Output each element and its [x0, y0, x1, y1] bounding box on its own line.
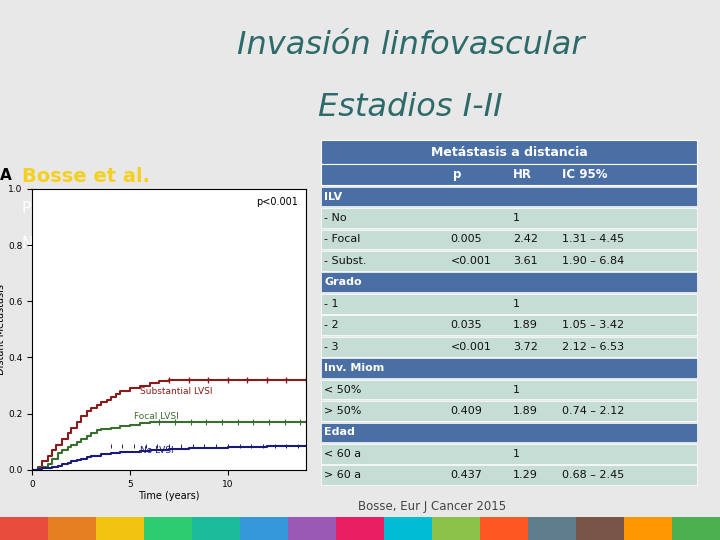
- Text: Substantial LVSI: Substantial LVSI: [140, 387, 212, 396]
- Bar: [320, 164, 698, 185]
- Text: Bosse et al.: Bosse et al.: [22, 166, 150, 186]
- Text: PORTEC 1y2: PORTEC 1y2: [22, 201, 115, 216]
- Text: 0.437: 0.437: [451, 470, 482, 481]
- Bar: [320, 294, 698, 314]
- Bar: [624, 517, 672, 540]
- Bar: [320, 358, 698, 378]
- Bar: [320, 251, 698, 271]
- Text: - Focal: - Focal: [325, 234, 361, 245]
- Bar: [336, 517, 384, 540]
- Bar: [384, 517, 432, 540]
- Text: Focal LVSI: Focal LVSI: [134, 412, 179, 421]
- Text: p: p: [453, 168, 461, 181]
- Text: p<0.001: p<0.001: [256, 198, 298, 207]
- Text: - Subst.: - Subst.: [325, 256, 367, 266]
- Text: Edad: Edad: [325, 428, 356, 437]
- X-axis label: Time (years): Time (years): [138, 491, 200, 501]
- Text: No LVSI: No LVSI: [140, 446, 174, 455]
- Text: Estadios I-II: Estadios I-II: [318, 92, 503, 123]
- Bar: [480, 517, 528, 540]
- Text: 0.409: 0.409: [451, 406, 482, 416]
- Text: Inv. Miom: Inv. Miom: [325, 363, 384, 373]
- Bar: [528, 517, 576, 540]
- Bar: [320, 273, 698, 292]
- Text: <0.001: <0.001: [451, 256, 492, 266]
- Bar: [320, 337, 698, 356]
- Bar: [192, 517, 240, 540]
- Text: Bosse, Eur J Cancer 2015: Bosse, Eur J Cancer 2015: [358, 500, 506, 513]
- Text: ILV: ILV: [325, 192, 343, 201]
- Text: N= 926 pts.: N= 926 pts.: [22, 235, 113, 251]
- Text: 2.12 – 6.53: 2.12 – 6.53: [562, 342, 624, 352]
- Text: Metástasis a distancia: Metástasis a distancia: [431, 146, 588, 159]
- Bar: [320, 444, 698, 464]
- Text: Invasión linfovascular: Invasión linfovascular: [237, 30, 584, 62]
- Bar: [672, 517, 720, 540]
- Text: 1: 1: [513, 384, 520, 395]
- Bar: [320, 401, 698, 421]
- Text: 0.005: 0.005: [451, 234, 482, 245]
- Bar: [576, 517, 624, 540]
- Text: 1.90 – 6.84: 1.90 – 6.84: [562, 256, 624, 266]
- Text: 0.68 – 2.45: 0.68 – 2.45: [562, 470, 624, 481]
- Bar: [96, 517, 144, 540]
- Bar: [320, 187, 698, 206]
- Text: IC 95%: IC 95%: [562, 168, 607, 181]
- Text: 3.72: 3.72: [513, 342, 538, 352]
- Text: < 50%: < 50%: [325, 384, 362, 395]
- Text: HR: HR: [513, 168, 532, 181]
- Text: 1.89: 1.89: [513, 406, 538, 416]
- Bar: [0, 517, 48, 540]
- Text: - No: - No: [325, 213, 347, 223]
- Text: Grado: Grado: [325, 278, 362, 287]
- Text: > 50%: > 50%: [325, 406, 362, 416]
- Bar: [320, 380, 698, 400]
- Text: 0.035: 0.035: [451, 320, 482, 330]
- Bar: [144, 517, 192, 540]
- Text: < 60 a: < 60 a: [325, 449, 361, 459]
- Text: A: A: [0, 168, 12, 184]
- Text: 2.42: 2.42: [513, 234, 538, 245]
- Text: 1: 1: [513, 299, 520, 309]
- Bar: [48, 517, 96, 540]
- Text: - 1: - 1: [325, 299, 339, 309]
- Bar: [320, 315, 698, 335]
- Bar: [320, 208, 698, 228]
- Text: <0.001: <0.001: [451, 342, 492, 352]
- Text: > 60 a: > 60 a: [325, 470, 361, 481]
- Text: - 2: - 2: [325, 320, 339, 330]
- Bar: [432, 517, 480, 540]
- Text: 1: 1: [513, 213, 520, 223]
- Bar: [320, 465, 698, 485]
- Text: 1: 1: [513, 449, 520, 459]
- Bar: [288, 517, 336, 540]
- Bar: [240, 517, 288, 540]
- Bar: [320, 140, 698, 164]
- Text: 1.29: 1.29: [513, 470, 538, 481]
- Text: 1.89: 1.89: [513, 320, 538, 330]
- Text: 3.61: 3.61: [513, 256, 537, 266]
- Y-axis label: Distant Metastasis: Distant Metastasis: [0, 284, 6, 375]
- Text: - 3: - 3: [325, 342, 339, 352]
- Text: 0.74 – 2.12: 0.74 – 2.12: [562, 406, 624, 416]
- Bar: [320, 230, 698, 249]
- Text: 1.05 – 3.42: 1.05 – 3.42: [562, 320, 624, 330]
- Text: 1.31 – 4.45: 1.31 – 4.45: [562, 234, 624, 245]
- Bar: [320, 423, 698, 442]
